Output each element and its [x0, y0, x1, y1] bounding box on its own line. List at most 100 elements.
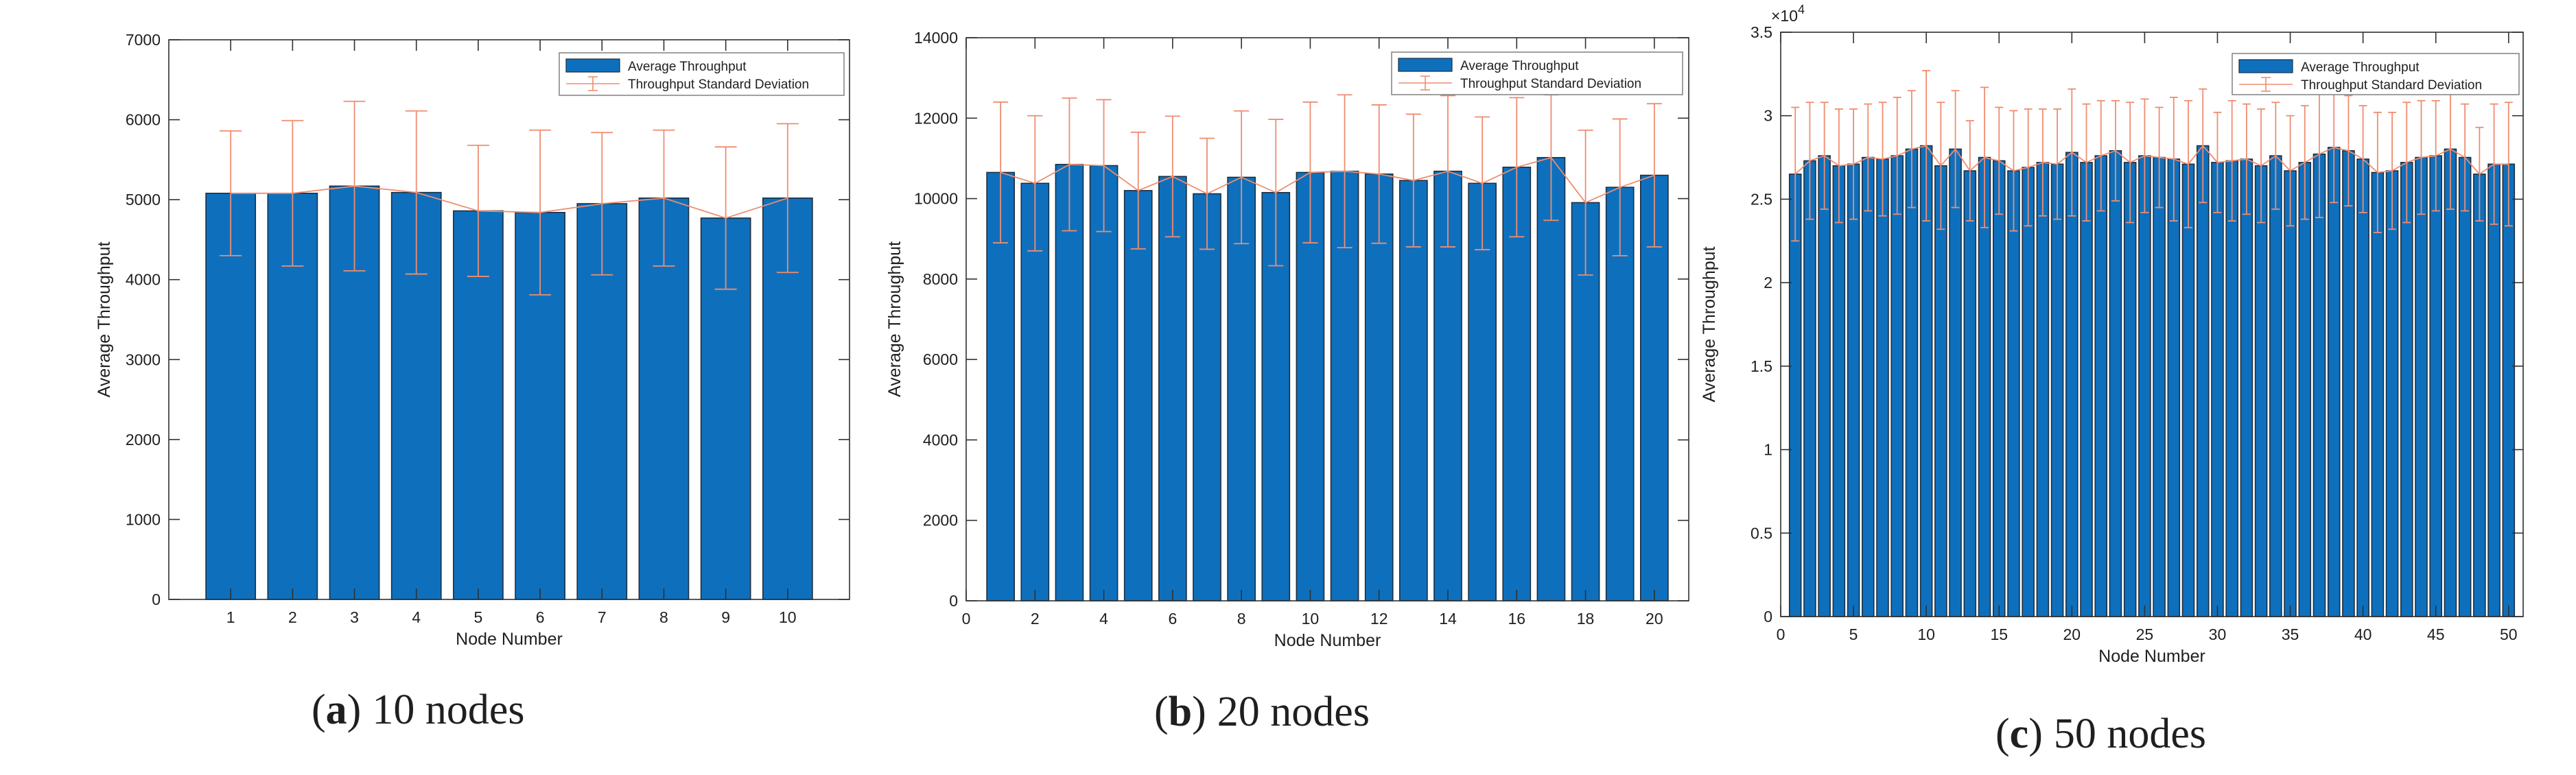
caption-text: 10 nodes — [372, 687, 524, 733]
bar — [1992, 160, 2006, 617]
error-bar — [1302, 101, 1318, 243]
bar — [1876, 158, 1889, 617]
error-bar — [1199, 137, 1215, 250]
x-tick-label: 4 — [1099, 610, 1108, 628]
error-bar — [2402, 102, 2411, 224]
x-tick-label: 15 — [1990, 625, 2008, 643]
error-bar — [2155, 106, 2164, 208]
x-tick-label: 50 — [2500, 625, 2518, 643]
legend: Average Throughput Throughput Standard D… — [1391, 51, 1683, 95]
x-tick-label: 5 — [474, 608, 483, 626]
y-tick-label: 14000 — [914, 29, 958, 47]
bar — [2080, 162, 2093, 617]
error-bar — [1820, 102, 1829, 210]
bar — [986, 171, 1015, 601]
caption-letter: c — [2010, 711, 2029, 757]
bar — [2502, 163, 2516, 617]
error-bar-group — [220, 100, 799, 296]
x-tick-label: 5 — [1849, 625, 1858, 643]
bar — [1055, 163, 1084, 601]
x-tick-label: 1 — [226, 608, 235, 626]
legend-label-average: Average Throughput — [1460, 59, 1579, 73]
bar-group — [1788, 145, 2516, 617]
y-tick-label: 3 — [1764, 107, 1772, 125]
bar — [2356, 158, 2369, 617]
bar — [1890, 155, 1904, 617]
x-tick-label: 40 — [2354, 625, 2372, 643]
caption-open: ( — [1995, 711, 2010, 757]
error-bar — [1878, 102, 1887, 217]
error-bar — [405, 110, 428, 275]
bar — [1963, 170, 1977, 617]
caption-text: 20 nodes — [1217, 689, 1370, 735]
x-tick-label: 6 — [1168, 610, 1177, 628]
error-bar — [1337, 94, 1353, 249]
legend-bar-swatch — [2238, 59, 2293, 73]
error-bar — [2213, 111, 2222, 213]
error-bar — [2373, 111, 2382, 234]
panel-b: 0 2000 4000 6000 8000 10000 12000 14000 0 2 4 6 8 10… — [885, 29, 1689, 735]
x-tick-label: 4 — [412, 608, 421, 626]
x-tick-label: 35 — [2282, 625, 2299, 643]
error-bar — [343, 100, 366, 272]
error-connector-line — [1794, 145, 2509, 176]
error-bar — [2140, 98, 2149, 213]
y-tick-label: 8000 — [923, 270, 958, 288]
x-tick-label: 10 — [1917, 625, 1935, 643]
bar — [1502, 167, 1532, 601]
error-bar — [1849, 108, 1858, 220]
bar — [2487, 163, 2501, 617]
error-bar — [2082, 103, 2091, 222]
x-tick-label: 9 — [721, 608, 730, 626]
y-tick-label: 2000 — [923, 512, 958, 529]
bar — [2167, 158, 2181, 617]
y-tick-label: 1 — [1764, 441, 1772, 459]
error-bar — [653, 129, 675, 267]
bar — [2444, 148, 2457, 617]
bar — [2123, 162, 2137, 617]
error-bar — [776, 123, 799, 274]
error-bar — [2504, 102, 2513, 227]
bar — [2371, 171, 2385, 617]
bar — [2196, 145, 2210, 617]
y-tick-label: 6000 — [126, 111, 161, 129]
y-axis-label: Average Throughput — [95, 241, 114, 397]
bar — [1123, 190, 1153, 601]
bar — [1158, 176, 1187, 601]
error-bar — [2053, 108, 2062, 220]
y-tick-label: 12000 — [914, 109, 958, 127]
bar — [1934, 165, 1947, 617]
error-bar — [1096, 99, 1112, 232]
y-tick-label: 6000 — [923, 350, 958, 368]
x-tick-label: 8 — [1237, 610, 1246, 628]
y-tick-label: 0 — [152, 591, 161, 608]
caption-open: ( — [1154, 689, 1169, 735]
y-tick-label: 4000 — [923, 431, 958, 449]
bar — [2298, 162, 2312, 617]
bar — [2022, 167, 2035, 617]
error-bar — [1965, 120, 1974, 222]
error-bar — [2227, 99, 2236, 222]
bar — [2429, 155, 2442, 617]
panel-caption: (c) 50 nodes — [1995, 711, 2206, 757]
bar — [2109, 150, 2122, 617]
error-bar — [2344, 95, 2353, 207]
y-tick-label: 3.5 — [1750, 23, 1772, 41]
bar — [1399, 180, 1428, 601]
x-tick-label: 18 — [1577, 610, 1595, 628]
error-bar — [1164, 115, 1180, 238]
error-bar — [2096, 99, 2105, 212]
caption-letter: b — [1169, 689, 1192, 735]
y-tick-label: 3000 — [126, 350, 161, 368]
y-axis-exponent: ×104 — [1771, 3, 1805, 25]
bar-group — [986, 156, 1669, 601]
error-bar — [591, 132, 613, 276]
panel-caption: (a) 10 nodes — [312, 687, 524, 733]
x-axis-label: Node Number — [2098, 647, 2205, 666]
bar — [2415, 156, 2428, 617]
legend-label-std: Throughput Standard Deviation — [1460, 77, 1641, 91]
error-bar — [2388, 111, 2397, 230]
legend-label-std: Throughput Standard Deviation — [2301, 78, 2482, 93]
